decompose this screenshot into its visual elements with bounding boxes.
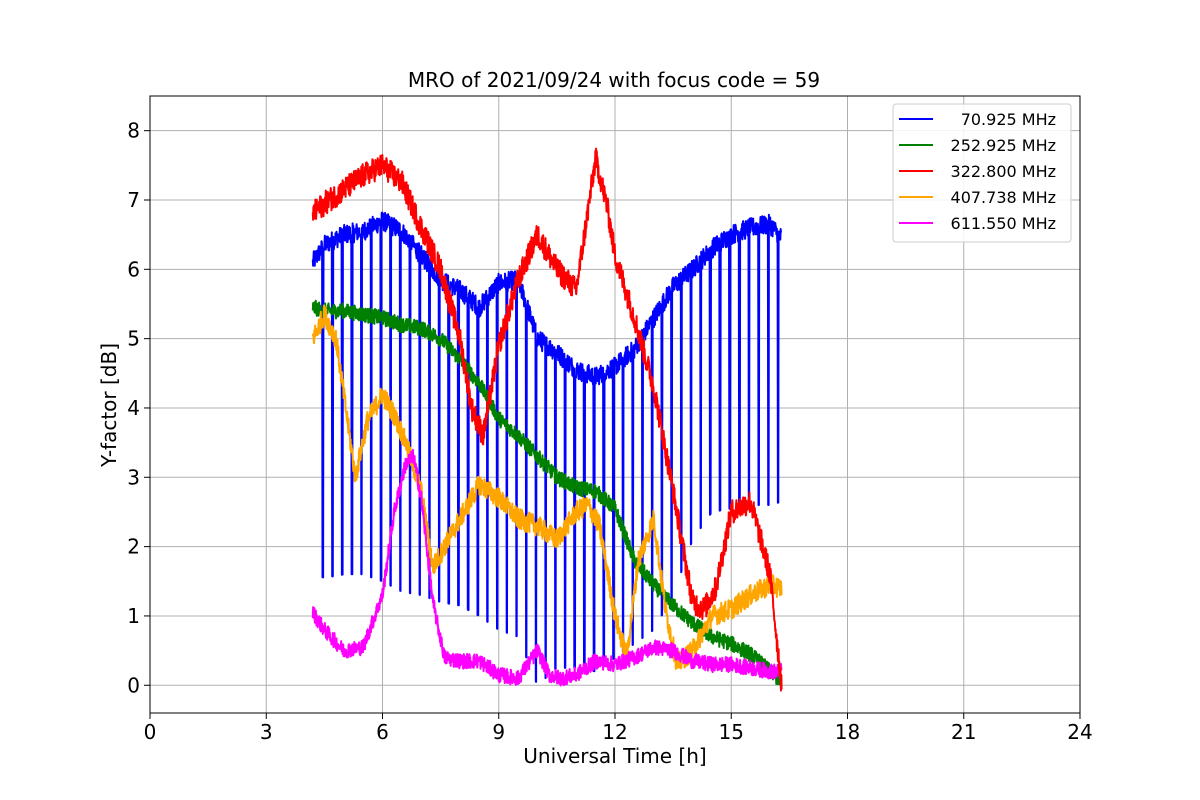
y-tick-label: 2: [127, 535, 140, 559]
series-line-2: [311, 147, 783, 692]
y-tick-label: 4: [127, 396, 140, 420]
x-tick-label: 3: [260, 720, 273, 744]
chart-title: MRO of 2021/09/24 with focus code = 59: [408, 68, 820, 92]
y-axis-label: Y-factor [dB]: [97, 343, 121, 468]
x-tick-label: 0: [144, 720, 157, 744]
series-line-3: [311, 304, 783, 670]
plot-area: [311, 147, 783, 692]
legend-entry: 611.550 MHz: [951, 214, 1056, 233]
legend-entry: 407.738 MHz: [951, 188, 1056, 207]
x-tick-label: 9: [492, 720, 505, 744]
legend: 70.925 MHz 252.925 MHz 322.800 MHz 407.738 …: [892, 103, 1072, 243]
y-tick-label: 5: [127, 327, 140, 351]
x-tick-label: 12: [602, 720, 627, 744]
y-tick-label: 0: [127, 673, 140, 697]
legend-entry: 252.925 MHz: [951, 136, 1056, 155]
y-tick-label: 1: [127, 604, 140, 628]
legend-box: [892, 103, 1072, 243]
legend-entry: 322.800 MHz: [951, 162, 1056, 181]
y-tick-label: 3: [127, 465, 140, 489]
series-line-4: [311, 448, 783, 687]
x-tick-label: 15: [719, 720, 744, 744]
y-tick-label: 7: [127, 188, 140, 212]
x-tick-label: 6: [376, 720, 389, 744]
y-tick-label: 8: [127, 119, 140, 143]
legend-entry: 70.925 MHz: [961, 110, 1056, 129]
x-axis-label: Universal Time [h]: [523, 744, 706, 768]
y-tick-label: 6: [127, 257, 140, 281]
series-line-0: [311, 211, 783, 683]
x-tick-label: 21: [951, 720, 976, 744]
x-tick-label: 18: [835, 720, 860, 744]
x-tick-label: 24: [1067, 720, 1092, 744]
